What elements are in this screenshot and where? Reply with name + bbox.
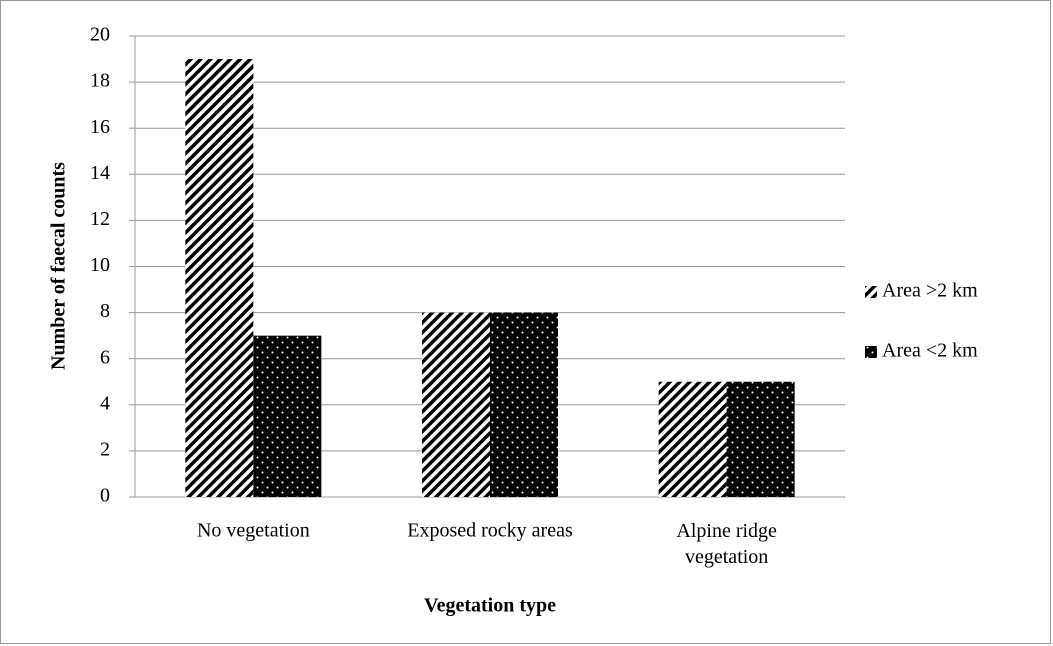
bar [253, 335, 322, 497]
x-axis-title: Vegetation type [424, 595, 556, 617]
x-tick-label: Alpine ridge vegetation [676, 520, 777, 568]
legend-swatch [865, 346, 877, 358]
legend-swatch [865, 286, 877, 298]
legend-label: Area >2 km [882, 280, 978, 302]
y-tick-label: 14 [90, 162, 110, 184]
y-tick-label: 12 [90, 208, 110, 230]
legend-label: Area <2 km [882, 340, 978, 362]
y-tick-label: 8 [100, 300, 110, 322]
y-tick-label: 2 [100, 438, 110, 460]
y-tick-label: 6 [100, 346, 110, 368]
y-axis-title: Number of faecal counts [48, 162, 70, 370]
bar [658, 381, 727, 497]
bar [490, 312, 558, 497]
y-tick-label: 18 [90, 70, 110, 92]
y-tick-label: 20 [90, 24, 110, 46]
bar [422, 312, 490, 497]
x-tick-label: No vegetation [197, 520, 310, 542]
y-tick-label: 4 [100, 392, 110, 414]
y-tick-label: 16 [90, 116, 110, 138]
y-tick-label: 0 [100, 485, 110, 507]
bar [726, 381, 795, 497]
bar [185, 59, 254, 498]
x-tick-label: Exposed rocky areas [407, 520, 573, 542]
y-tick-label: 10 [90, 254, 110, 276]
